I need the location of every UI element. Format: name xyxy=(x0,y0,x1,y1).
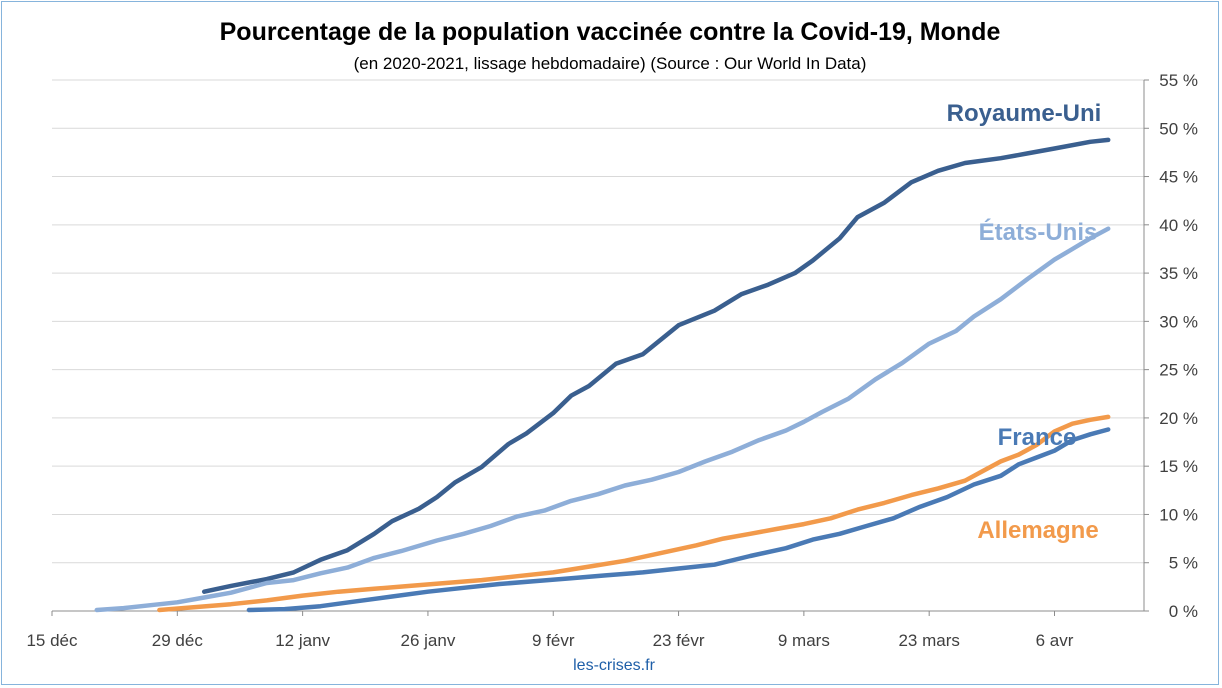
series-line-États-Unis xyxy=(94,226,1111,613)
x-tick-label: 23 févr xyxy=(653,631,705,650)
y-tick-label: 40 % xyxy=(1159,216,1198,235)
series-label: France xyxy=(998,424,1077,451)
series-label: Royaume-Uni xyxy=(947,100,1102,127)
y-tick-label: 45 % xyxy=(1159,168,1198,187)
y-tick-label: 55 % xyxy=(1159,71,1198,90)
series-lines xyxy=(94,137,1111,613)
x-tick-label: 9 mars xyxy=(778,631,830,650)
series-line-France xyxy=(246,427,1111,613)
series-label: Allemagne xyxy=(977,517,1098,544)
y-tick-label: 25 % xyxy=(1159,361,1198,380)
axes: 0 % 5 % 10 % 15 % 20 % 25 % 30 % 35 % 40 % 45 % 50… xyxy=(26,71,1198,650)
x-tick-label: 26 janv xyxy=(401,631,456,650)
series-line-Allemagne xyxy=(157,414,1111,613)
series-line-Royaume-Uni xyxy=(201,137,1111,594)
chart-subtitle: (en 2020-2021, lissage hebdomadaire) (So… xyxy=(354,54,867,73)
x-tick-label: 15 déc xyxy=(26,631,78,650)
chart-title: Pourcentage de la population vaccinée co… xyxy=(220,18,1001,46)
y-tick-label: 0 % xyxy=(1169,602,1198,621)
y-tick-label: 30 % xyxy=(1159,312,1198,331)
x-tick-label: 23 mars xyxy=(898,631,959,650)
y-tick-label: 10 % xyxy=(1159,505,1198,524)
y-tick-label: 20 % xyxy=(1159,409,1198,428)
y-tick-label: 5 % xyxy=(1169,554,1198,573)
grid-lines xyxy=(52,79,1144,564)
x-tick-label: 12 janv xyxy=(275,631,330,650)
x-tick-label: 9 févr xyxy=(532,631,575,650)
series-label: États-Unis xyxy=(979,218,1098,246)
y-tick-label: 15 % xyxy=(1159,457,1198,476)
x-tick-label: 29 déc xyxy=(152,631,204,650)
x-tick-label: 6 avr xyxy=(1036,631,1074,650)
series-labels: Royaume-Uni États-Unis France Allemagne xyxy=(947,100,1102,544)
y-tick-label: 35 % xyxy=(1159,264,1198,283)
source-note: les-crises.fr xyxy=(573,657,655,674)
y-tick-label: 50 % xyxy=(1159,119,1198,138)
